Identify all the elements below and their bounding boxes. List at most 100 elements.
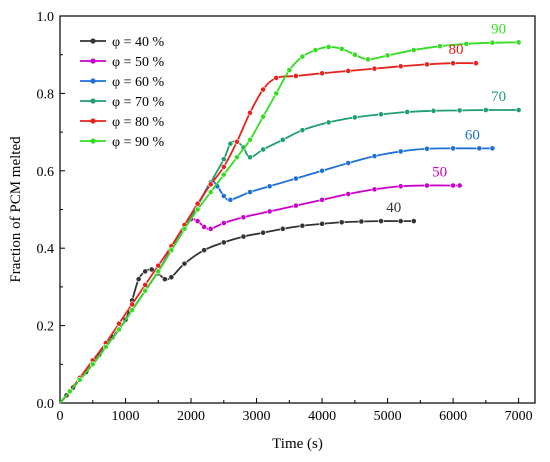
series-end-label: 40	[386, 200, 401, 216]
data-point	[76, 376, 83, 383]
data-point	[273, 75, 280, 81]
legend-item: φ = 70 %	[80, 95, 164, 110]
data-point	[207, 189, 214, 195]
data-point	[292, 175, 299, 182]
data-point	[155, 268, 162, 275]
data-point	[220, 220, 227, 226]
series-40	[59, 218, 417, 404]
data-point	[194, 206, 201, 213]
data-point	[292, 202, 299, 209]
legend-marker	[90, 118, 96, 124]
data-point	[450, 145, 457, 152]
data-point	[437, 43, 443, 50]
data-point	[240, 233, 247, 240]
data-point	[450, 60, 457, 67]
series-line	[59, 109, 519, 404]
data-point	[371, 153, 378, 159]
legend-label: φ = 80 %	[112, 115, 164, 130]
data-point	[247, 109, 253, 116]
data-point	[371, 186, 378, 193]
data-point	[319, 70, 325, 77]
data-point	[482, 107, 489, 113]
data-point	[220, 156, 227, 163]
data-point	[489, 39, 496, 46]
series-end-label: 60	[465, 127, 480, 143]
data-point	[116, 320, 122, 327]
data-point	[260, 113, 267, 120]
data-point	[515, 39, 522, 46]
data-point	[247, 189, 253, 195]
x-tick-label: 0	[57, 409, 64, 424]
data-point	[181, 225, 188, 232]
data-point	[102, 343, 109, 350]
data-point	[319, 196, 325, 203]
data-point	[489, 145, 496, 152]
legend-marker	[90, 78, 96, 84]
data-point	[207, 225, 214, 232]
data-point	[201, 247, 208, 254]
data-point	[266, 208, 273, 215]
x-tick-label: 2000	[177, 409, 205, 424]
data-point	[397, 148, 404, 155]
data-point	[220, 239, 227, 246]
data-point	[260, 146, 267, 153]
data-point	[260, 229, 267, 236]
data-point	[371, 65, 378, 72]
data-point	[299, 127, 306, 134]
data-point	[397, 183, 404, 190]
legend-item: φ = 40 %	[80, 35, 164, 50]
data-point	[338, 219, 345, 226]
data-point	[233, 154, 240, 161]
data-point	[515, 107, 522, 113]
data-point	[325, 119, 332, 126]
data-point	[365, 56, 371, 63]
series-90	[59, 39, 522, 404]
x-tick-label: 1000	[112, 409, 140, 424]
legend-item: φ = 60 %	[80, 75, 164, 90]
data-point	[325, 44, 332, 50]
data-point	[456, 182, 463, 189]
data-point	[129, 301, 135, 308]
x-tick-label: 6000	[439, 409, 467, 424]
x-tick-label: 5000	[374, 409, 402, 424]
data-point	[168, 247, 175, 254]
data-point	[89, 361, 96, 368]
series-end-label: 50	[432, 165, 447, 181]
y-tick-label: 1.0	[37, 10, 55, 25]
series-layer	[59, 39, 522, 404]
data-point	[423, 145, 430, 152]
data-point	[279, 136, 286, 143]
data-point	[279, 225, 286, 232]
data-point	[292, 73, 299, 79]
data-point	[135, 276, 142, 283]
data-point	[299, 53, 306, 60]
data-point	[194, 218, 201, 225]
data-point	[142, 282, 149, 288]
series-end-label: 70	[491, 89, 506, 105]
data-point	[473, 60, 479, 67]
data-point	[194, 200, 201, 207]
series-50	[59, 182, 463, 404]
data-point	[233, 138, 240, 145]
data-point	[463, 40, 470, 47]
series-line	[59, 220, 414, 404]
series-70	[59, 107, 522, 404]
series-80	[59, 60, 479, 404]
data-point	[181, 260, 188, 267]
data-point	[247, 154, 253, 161]
data-point	[423, 182, 430, 189]
data-point	[240, 214, 247, 221]
data-point	[273, 90, 280, 97]
data-point	[410, 47, 417, 53]
data-point	[142, 268, 149, 275]
series-60	[59, 145, 496, 404]
data-point	[345, 68, 352, 74]
legend-label: φ = 40 %	[112, 35, 164, 50]
y-tick-label: 0.0	[37, 397, 55, 412]
data-point	[378, 218, 384, 225]
legend-item: φ = 50 %	[80, 55, 164, 70]
data-point	[220, 193, 227, 199]
data-point	[319, 220, 325, 227]
data-point	[227, 140, 234, 147]
